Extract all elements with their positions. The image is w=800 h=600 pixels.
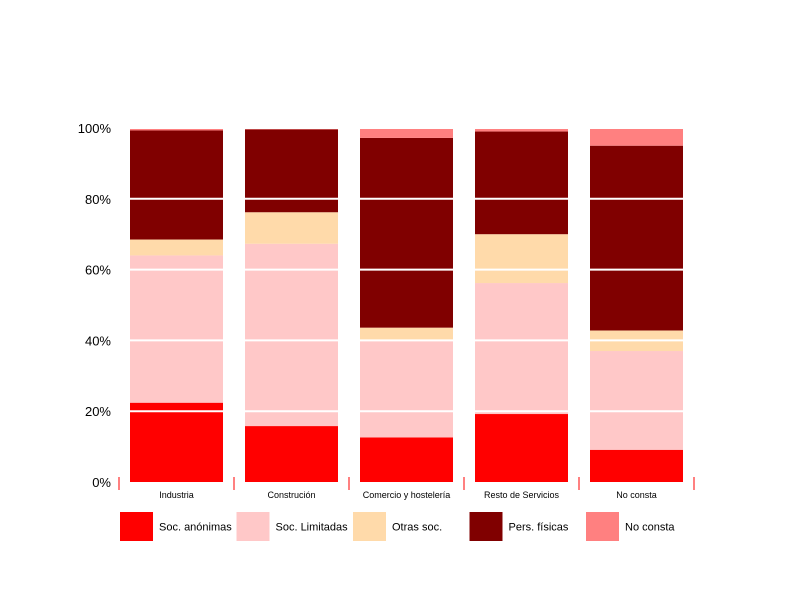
bar-segment-1-3 (245, 129, 338, 213)
legend: Soc. anónimas Soc. Limitadas Otras soc. Per… (120, 512, 675, 541)
x-tick-label-1: Construción (267, 490, 315, 500)
legend-swatch-4 (586, 512, 619, 541)
bar-segment-4-4 (590, 128, 683, 146)
bar-segment-4-0 (590, 449, 683, 482)
bar-segment-3-0 (475, 414, 568, 482)
bar-segment-0-4 (130, 128, 223, 131)
bar-segment-3-4 (475, 128, 568, 132)
bar-segment-2-2 (360, 327, 453, 342)
bar-segment-0-3 (130, 130, 223, 240)
bar-segment-0-2 (130, 239, 223, 256)
legend-swatch-3 (469, 512, 503, 541)
bar-segment-0-1 (130, 255, 223, 403)
bar-segment-3-1 (475, 283, 568, 415)
legend-label-0: Soc. anónimas (159, 522, 232, 534)
x-axis: Industria Construción Comercio y hostelerí… (118, 477, 695, 500)
legend-swatch-0 (120, 512, 153, 541)
y-tick-label-0: 0% (92, 475, 111, 490)
bar-segment-4-1 (590, 351, 683, 450)
bar-segment-1-2 (245, 212, 338, 244)
bar-segment-4-3 (590, 145, 683, 331)
x-tick-label-4: No consta (616, 490, 657, 500)
y-tick-label-3: 60% (85, 263, 111, 278)
y-tick-label-1: 20% (85, 404, 111, 419)
y-tick-label-5: 100% (78, 121, 112, 136)
legend-swatch-2 (353, 512, 386, 541)
bar-segment-3-3 (475, 131, 568, 235)
bars (130, 128, 683, 482)
legend-label-1: Soc. Limitadas (276, 522, 349, 534)
x-tick-label-3: Resto de Servicios (484, 490, 560, 500)
bar-segment-2-0 (360, 437, 453, 482)
x-tick-label-0: Industria (159, 490, 194, 500)
legend-label-3: Pers. físicas (509, 522, 569, 534)
bar-segment-1-0 (245, 426, 338, 482)
legend-swatch-1 (236, 512, 270, 541)
bar-segment-2-3 (360, 137, 453, 328)
bar-segment-2-4 (360, 128, 453, 138)
bar-segment-1-1 (245, 243, 338, 427)
y-tick-label-2: 40% (85, 333, 111, 348)
bar-segment-3-2 (475, 234, 568, 284)
bar-segment-2-1 (360, 341, 453, 438)
gridlines (119, 127, 694, 413)
legend-label-2: Otras soc. (392, 522, 442, 534)
legend-label-4: No consta (625, 522, 675, 534)
y-tick-label-4: 80% (85, 192, 111, 207)
y-axis: 0% 20% 40% 60% 80% 100% (78, 121, 112, 490)
bar-segment-0-0 (130, 402, 223, 482)
x-tick-label-2: Comercio y hostelería (363, 490, 451, 500)
